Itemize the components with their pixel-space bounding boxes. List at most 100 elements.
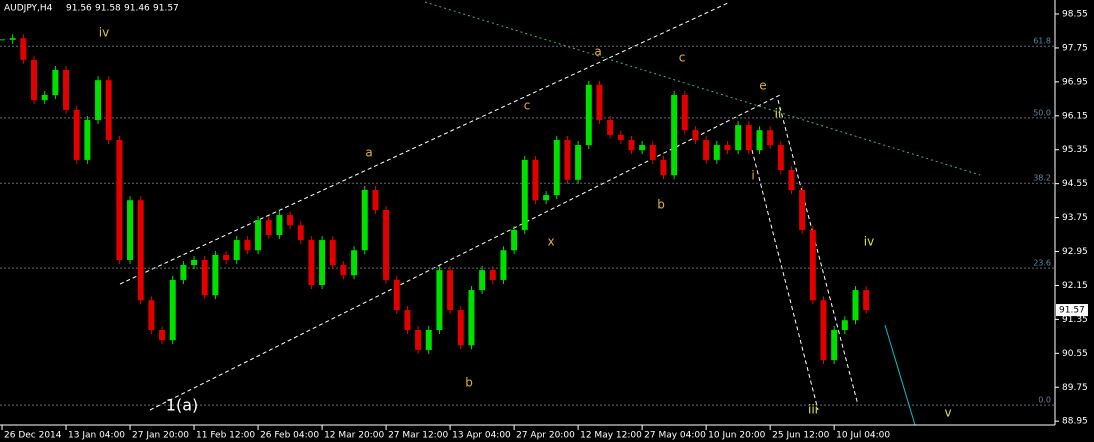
- fib-label: 38.2: [1033, 174, 1051, 183]
- x-tick-label: 12 Mar 20:00: [324, 431, 384, 441]
- candle: [127, 200, 134, 261]
- candle: [9, 38, 16, 40]
- x-tick-label: 13 Apr 04:00: [452, 431, 511, 441]
- candle: [703, 139, 710, 160]
- candle: [863, 290, 870, 311]
- candle: [383, 209, 390, 280]
- fib-label: 0.0: [1038, 396, 1051, 405]
- header-value: 91.46: [124, 4, 150, 14]
- candle: [831, 329, 838, 361]
- channel-line: [149, 94, 781, 411]
- y-tick-label: 92.95: [1062, 247, 1088, 257]
- wave-label: c: [679, 51, 686, 65]
- wave-label: b: [465, 376, 473, 390]
- candle: [649, 145, 656, 160]
- candle: [308, 240, 315, 286]
- candle: [351, 250, 358, 276]
- candle: [393, 279, 400, 311]
- candle: [20, 38, 27, 60]
- fib-label: 61.8: [1033, 37, 1051, 46]
- wedge-line: [751, 149, 819, 411]
- x-tick-label: 27 Mar 12:00: [388, 431, 448, 441]
- candle: [191, 260, 198, 266]
- candle: [276, 215, 283, 235]
- candle: [265, 220, 272, 235]
- candle: [585, 84, 592, 146]
- candle: [628, 139, 635, 151]
- candle: [84, 120, 91, 160]
- candle: [372, 190, 379, 210]
- candle: [297, 225, 304, 241]
- chart-symbol: AUDJPY,H4: [4, 4, 53, 14]
- x-tick-label: 13 Jan 04:00: [68, 431, 125, 441]
- y-tick-label: 91.35: [1062, 315, 1088, 325]
- candle: [724, 145, 731, 151]
- x-tick-label: 12 May 12:00: [580, 431, 642, 441]
- candle: [148, 300, 155, 330]
- candle: [255, 220, 262, 251]
- candle: [564, 139, 571, 180]
- y-tick-label: 96.15: [1062, 111, 1088, 121]
- x-tick-label: 10 Jun 20:00: [708, 431, 765, 441]
- candle: [415, 329, 422, 350]
- trend-line: [424, 1, 981, 176]
- candle: [543, 195, 550, 201]
- candle: [41, 95, 48, 101]
- candle: [436, 270, 443, 330]
- candle: [233, 240, 240, 261]
- candle: [809, 229, 816, 301]
- candle: [457, 310, 464, 346]
- candle: [735, 125, 742, 151]
- wave-label: 1(a): [166, 396, 198, 415]
- candle: [244, 240, 251, 251]
- header-value: 91.56: [66, 4, 92, 14]
- projection-line: [884, 324, 916, 426]
- candle: [223, 254, 230, 261]
- x-tick-label: 27 May 04:00: [644, 431, 706, 441]
- y-tick-label: 95.35: [1062, 145, 1088, 155]
- candle: [212, 254, 219, 296]
- candle: [404, 310, 411, 330]
- candle: [767, 130, 774, 146]
- price-tag: [1056, 304, 1088, 317]
- candle: [521, 159, 528, 230]
- candle: [31, 59, 38, 101]
- x-tick-label: 27 Jan 20:00: [132, 431, 189, 441]
- wave-label: iv: [864, 235, 874, 249]
- wave-label: a: [594, 45, 601, 59]
- candle: [681, 95, 688, 131]
- candle: [169, 279, 176, 341]
- candle: [95, 80, 102, 121]
- candle: [745, 125, 752, 151]
- candle: [319, 240, 326, 286]
- candle: [287, 215, 294, 226]
- y-tick-label: 96.95: [1062, 77, 1088, 87]
- drawings: [0, 0, 1056, 426]
- candle: [511, 229, 518, 251]
- y-tick-label: 98.55: [1062, 9, 1088, 19]
- candle: [777, 145, 784, 171]
- candle: [425, 329, 432, 350]
- wave-label: e: [759, 79, 766, 93]
- y-tick-label: 94.55: [1062, 179, 1088, 189]
- candle: [639, 145, 646, 151]
- candle: [361, 190, 368, 251]
- wave-label: x: [547, 235, 554, 249]
- candle: [52, 69, 59, 96]
- fib-label: 23.6: [1033, 259, 1051, 268]
- x-tick-label: 25 Jun 12:00: [772, 431, 829, 441]
- wave-label: i: [751, 169, 754, 183]
- wave-label: iv: [99, 26, 109, 40]
- price-tag-label: 91.57: [1059, 306, 1085, 316]
- y-tick-label: 97.75: [1062, 43, 1088, 53]
- candle: [607, 120, 614, 135]
- x-tick-label: 26 Feb 04:00: [260, 431, 319, 441]
- candle: [532, 159, 539, 201]
- candle: [660, 159, 667, 176]
- candle: [340, 265, 347, 276]
- y-tick-label: 88.95: [1062, 417, 1088, 427]
- candle: [820, 300, 827, 361]
- x-tick-label: 11 Feb 12:00: [196, 431, 255, 441]
